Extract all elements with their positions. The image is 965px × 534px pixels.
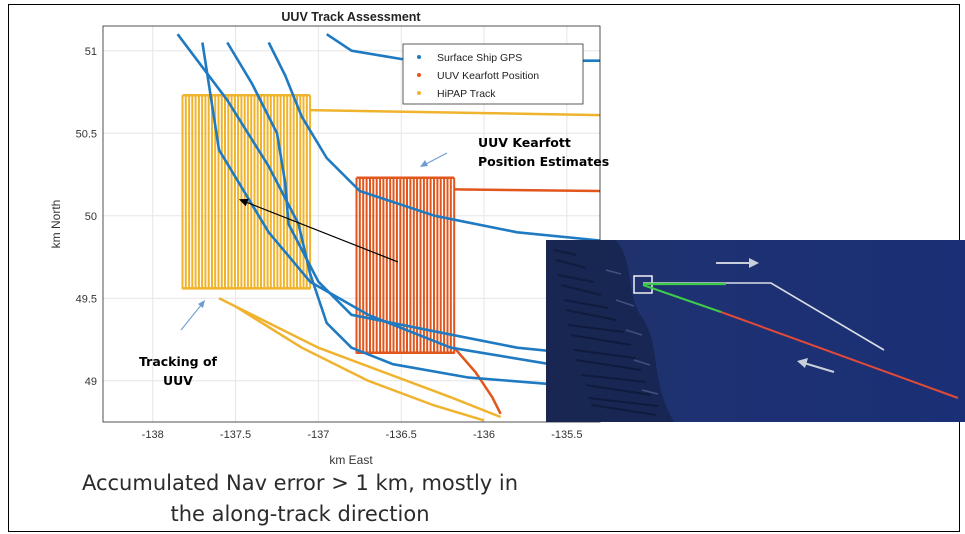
offset-arrow bbox=[246, 201, 399, 263]
y-tick-label-1: 49.5 bbox=[76, 293, 97, 305]
legend-marker-hipap bbox=[417, 91, 421, 95]
kearfott-callout-line2: Position Estimates bbox=[478, 154, 610, 169]
legend-marker-kearfott bbox=[417, 73, 421, 77]
kearfott-pointer-arrow bbox=[423, 152, 448, 166]
seafloor-ridge-highlights bbox=[605, 269, 659, 395]
chart-title: UUV Track Assessment bbox=[281, 10, 421, 24]
y-tick-label-2: 50 bbox=[85, 211, 97, 223]
slide-caption: Accumulated Nav error > 1 km, mostly in … bbox=[20, 468, 580, 530]
series-2-tail-2 bbox=[234, 305, 485, 422]
x-tick-label-3: -136.5 bbox=[386, 429, 417, 441]
legend-marker-ship-gps bbox=[417, 55, 421, 59]
tick-labels: -138 -137.5 -137 -136.5 -136 -135.5 49 49.5 50 50… bbox=[76, 46, 583, 441]
y-tick-label-4: 51 bbox=[85, 46, 97, 58]
legend-label-hipap: HiPAP Track bbox=[437, 88, 496, 100]
legend-label-ship-gps: Surface Ship GPS bbox=[437, 52, 522, 64]
x-tick-label-4: -136 bbox=[473, 429, 495, 441]
series-2-tail-1 bbox=[218, 297, 502, 419]
series-1-tail-0 bbox=[454, 188, 600, 193]
series-1-tail-1 bbox=[453, 346, 502, 415]
x-axis-label: km East bbox=[329, 453, 373, 467]
series-0-path-4 bbox=[201, 42, 551, 366]
plot-frame bbox=[102, 25, 601, 423]
seafloor-inset-image bbox=[546, 240, 965, 422]
kearfott-callout-line1: UUV Kearfott bbox=[478, 135, 571, 150]
tracking-callout-line1: Tracking of bbox=[139, 354, 217, 369]
kearfott-callout: UUV Kearfott Position Estimates bbox=[478, 133, 609, 171]
legend: Surface Ship GPS UUV Kearfott Position H… bbox=[402, 43, 584, 105]
x-tick-label-5: -135.5 bbox=[551, 429, 582, 441]
offset-arrow-head bbox=[238, 198, 249, 207]
caption-line1: Accumulated Nav error > 1 km, mostly in bbox=[81, 471, 519, 495]
legend-box bbox=[402, 43, 584, 105]
track-segment-green-2 bbox=[642, 284, 722, 313]
x-tick-label-2: -137 bbox=[307, 429, 329, 441]
series-2-tail-0 bbox=[310, 108, 600, 117]
legend-label-kearfott: UUV Kearfott Position bbox=[437, 70, 539, 82]
series-0-path-1 bbox=[267, 41, 600, 242]
y-tick-label-0: 49 bbox=[85, 376, 97, 388]
series-layer bbox=[176, 33, 600, 422]
tracking-callout: Tracking of UUV bbox=[128, 352, 228, 390]
tracking-pointer-arrow bbox=[180, 303, 203, 331]
x-tick-label-0: -138 bbox=[142, 429, 164, 441]
direction-arrow-east-head bbox=[749, 258, 759, 268]
direction-arrow-west-head bbox=[797, 358, 808, 368]
annotation-arrows bbox=[180, 152, 448, 331]
kearfott-pointer-arrowhead bbox=[420, 160, 428, 167]
direction-arrow-west-shaft bbox=[803, 362, 835, 373]
tracking-pointer-arrowhead bbox=[198, 300, 205, 308]
tracking-callout-line2: UUV bbox=[163, 373, 193, 388]
x-tick-label-1: -137.5 bbox=[220, 429, 251, 441]
series-0-path-2 bbox=[226, 41, 600, 358]
track-segment-red bbox=[720, 311, 959, 399]
seafloor-ridge-texture bbox=[553, 249, 659, 416]
caption-line2: the along-track direction bbox=[170, 502, 430, 526]
y-axis-label: km North bbox=[49, 200, 63, 249]
series-0-path-0 bbox=[176, 33, 600, 389]
y-tick-label-3: 50.5 bbox=[76, 128, 97, 140]
